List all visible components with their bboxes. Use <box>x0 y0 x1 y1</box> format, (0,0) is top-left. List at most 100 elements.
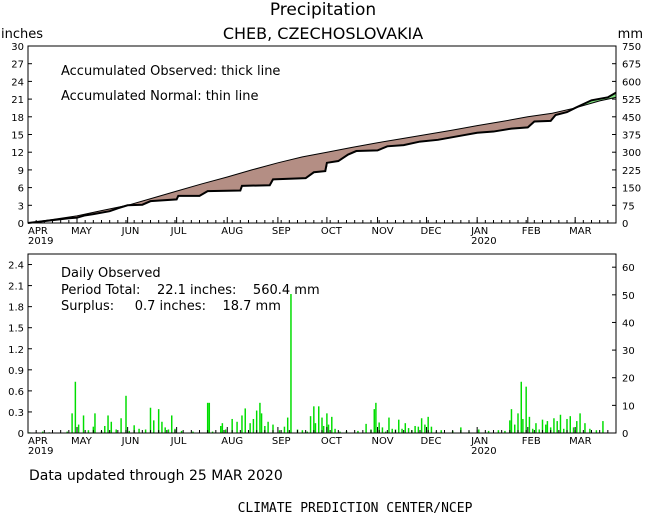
daily-bar <box>41 431 44 433</box>
daily-bar <box>290 294 292 433</box>
deficit-fill-slice <box>196 185 199 196</box>
deficit-fill-slice <box>181 189 184 196</box>
surplus-fill-slice <box>588 101 591 104</box>
y-tick-label-left: 27 <box>11 60 24 71</box>
deficit-fill-slice <box>227 176 230 191</box>
surplus-fill-slice <box>596 99 599 102</box>
daily-bar <box>301 430 304 433</box>
deficit-fill-slice <box>491 123 494 132</box>
y-tick-label-right: 375 <box>622 131 641 142</box>
y-tick-label-right: 10 <box>622 401 635 412</box>
daily-bar <box>563 428 565 433</box>
x-tick-label: JAN <box>470 436 488 447</box>
daily-heading: Daily Observed <box>61 266 161 281</box>
deficit-fill-slice <box>433 133 436 141</box>
chart-title: Precipitation <box>270 0 376 20</box>
deficit-fill-slice <box>446 131 449 139</box>
deficit-fill-slice <box>325 152 328 167</box>
surplus-fill-slice <box>612 94 615 98</box>
x-tick-label: SEP <box>272 226 291 237</box>
deficit-fill-slice <box>415 136 418 143</box>
deficit-fill-slice <box>377 142 380 151</box>
deficit-fill-slice <box>371 143 374 151</box>
deficit-fill-slice <box>237 173 240 191</box>
daily-bar <box>497 430 500 433</box>
x-tick-label: JUL <box>170 436 187 447</box>
deficit-fill-slice <box>400 138 403 146</box>
deficit-fill-slice <box>384 141 387 148</box>
daily-bar <box>545 424 547 433</box>
deficit-fill-slice <box>513 119 516 129</box>
x-tick-label: JUL <box>170 226 187 237</box>
y-tick-label-right: 750 <box>622 42 641 53</box>
deficit-fill-slice <box>353 147 356 153</box>
deficit-fill-slice <box>437 132 440 140</box>
deficit-fill-slice <box>398 139 401 146</box>
station-name: CHEB, CZECHOSLOVAKIA <box>223 24 423 43</box>
daily-bar <box>278 430 281 433</box>
daily-bar <box>110 421 113 433</box>
deficit-fill-slice <box>547 113 550 122</box>
deficit-fill-slice <box>271 164 274 181</box>
deficit-fill-slice <box>516 118 519 129</box>
deficit-fill-slice <box>312 154 315 173</box>
deficit-fill-slice <box>442 131 445 139</box>
deficit-fill-slice <box>330 151 333 163</box>
y-tick-label-right: 600 <box>622 77 641 88</box>
y-tick-label-right: 675 <box>622 60 641 71</box>
deficit-fill-slice <box>344 148 347 157</box>
deficit-fill-slice <box>356 146 359 151</box>
deficit-fill-slice <box>428 134 431 141</box>
deficit-fill-slice <box>521 117 524 128</box>
deficit-fill-slice <box>233 174 236 191</box>
deficit-fill-slice <box>279 162 282 180</box>
deficit-fill-slice <box>266 165 269 186</box>
deficit-fill-slice <box>550 113 553 120</box>
deficit-fill-slice <box>467 127 470 135</box>
deficit-fill-slice <box>552 113 555 118</box>
y-tick-label-right: 225 <box>622 166 641 177</box>
deficit-fill-slice <box>511 119 514 129</box>
daily-bar <box>208 402 211 433</box>
daily-y-axis: 0 0.3 0.6 0.9 1.2 1.5 1.8 2.1 2.4 0 10 20 30 40 50 60 <box>8 261 635 440</box>
daily-bar <box>378 422 380 433</box>
daily-bar <box>74 381 77 433</box>
x-tick-label: JUN <box>121 436 140 447</box>
deficit-fill-slice <box>397 139 400 146</box>
y-tick-label-left: 6 <box>18 184 24 195</box>
daily-bar <box>404 423 407 433</box>
daily-bar <box>104 425 106 433</box>
deficit-fill-slice <box>341 149 344 159</box>
surplus-fill-slice <box>614 93 617 98</box>
deficit-fill-slice <box>248 170 251 186</box>
daily-bar <box>313 406 315 433</box>
daily-bar <box>94 413 96 433</box>
daily-bar <box>375 402 377 433</box>
daily-bar <box>546 421 549 433</box>
deficit-fill-slice <box>323 152 326 172</box>
y-tick-label-right: 0 <box>622 219 628 230</box>
surplus-fill-slice <box>586 102 589 105</box>
deficit-fill-slice <box>464 127 467 135</box>
daily-bar <box>128 430 130 433</box>
deficit-fill-slice <box>493 122 496 132</box>
deficit-fill-slice <box>555 112 558 115</box>
deficit-fill-slice <box>103 210 106 213</box>
deficit-fill-slice <box>374 143 377 151</box>
daily-bar <box>401 428 403 433</box>
daily-bar <box>541 419 544 433</box>
deficit-fill-slice <box>501 121 504 131</box>
deficit-fill-slice <box>318 153 321 172</box>
deficit-fill-slice <box>526 116 529 128</box>
deficit-fill-slice <box>241 172 244 186</box>
deficit-fill-slice <box>225 177 228 191</box>
deficit-fill-slice <box>173 191 176 200</box>
deficit-fill-slice <box>431 133 434 141</box>
deficit-fill-slice <box>108 209 111 212</box>
deficit-fill-slice <box>313 154 316 173</box>
daily-bar <box>220 425 222 433</box>
deficit-fill-slice <box>310 155 313 175</box>
deficit-fill-slice <box>496 122 499 131</box>
